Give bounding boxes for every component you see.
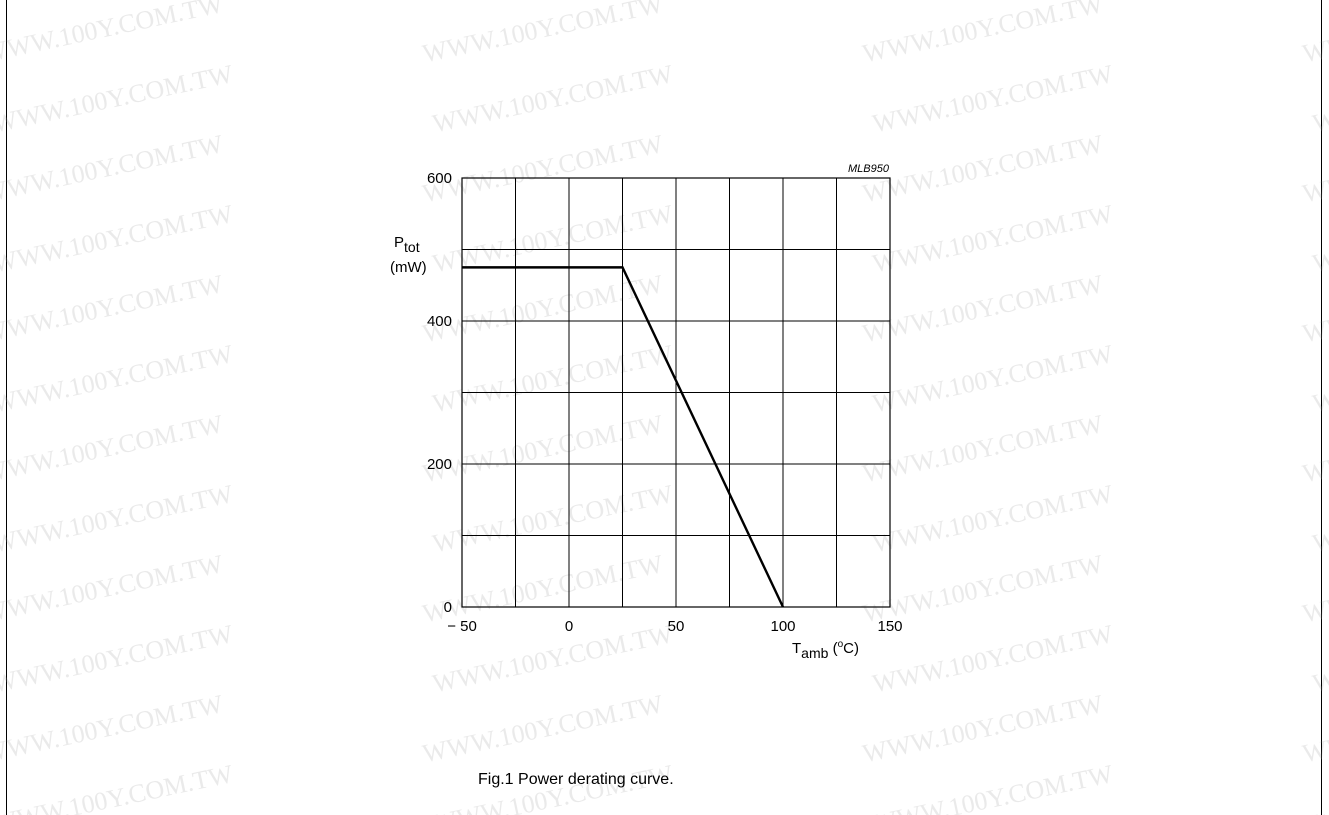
series-line <box>462 266 785 608</box>
x-axis-label: Tamb (oC) <box>792 639 859 661</box>
y-tick-label: 600 <box>427 170 452 187</box>
y-axis-label-sub: tot <box>404 239 420 255</box>
figure-caption: Fig.1 Power derating curve. <box>478 771 674 788</box>
x-axis-label-sub: amb <box>801 645 828 661</box>
y-axis-unit: (mW) <box>390 259 427 276</box>
x-tick-label: 50 <box>668 618 685 635</box>
y-axis-label: Ptot <box>394 234 420 255</box>
y-axis-label-main: P <box>394 234 404 251</box>
x-tick-label: 150 <box>877 618 902 635</box>
page-frame <box>6 0 1322 815</box>
x-tick-label: 100 <box>770 618 795 635</box>
chart-grid <box>462 178 890 607</box>
x-axis-unit-sup: o <box>838 639 844 650</box>
plot-border <box>461 177 891 608</box>
x-tick-labels: − 50 0 50 100 150 <box>447 618 902 635</box>
plot-frame <box>461 177 891 608</box>
y-tick-labels: 0 200 400 600 <box>427 170 452 616</box>
y-tick-label: 400 <box>427 313 452 330</box>
y-tick-label: 200 <box>427 456 452 473</box>
x-tick-label: − 50 <box>447 618 477 635</box>
series-lines <box>462 266 785 608</box>
y-tick-label: 0 <box>444 599 452 616</box>
x-axis-unit-post: C) <box>843 640 859 657</box>
x-tick-label: 0 <box>565 618 573 635</box>
figure-code: MLB950 <box>848 163 890 175</box>
x-axis-label-main: T <box>792 640 801 657</box>
x-axis-unit-pre: ( <box>828 640 837 657</box>
